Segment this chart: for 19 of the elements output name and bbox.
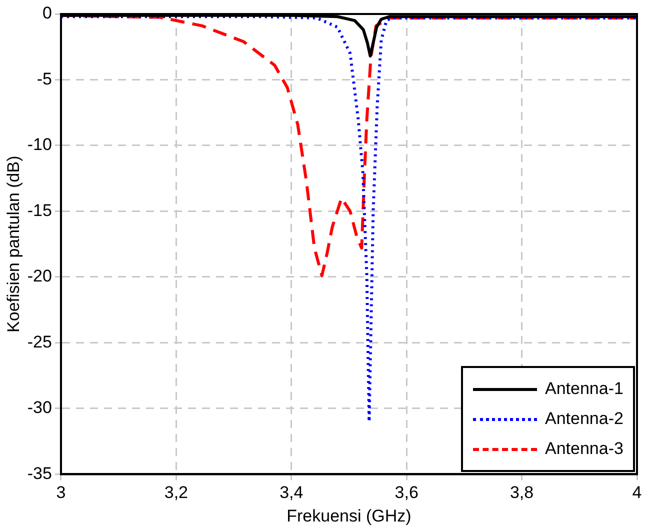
x-tick-label: 3 <box>56 483 66 502</box>
y-tick-label: -10 <box>27 135 52 154</box>
x-tick-label: 3,8 <box>510 483 534 502</box>
y-tick-label: -30 <box>27 398 52 418</box>
y-axis-title: Koefisien pantulan (dB) <box>4 156 23 332</box>
x-tick-label: 3,4 <box>280 483 304 502</box>
legend-label: Antenna-3 <box>545 439 624 460</box>
x-axis-title: Frekuensi (GHz) <box>286 506 412 526</box>
x-tick-label: 3,6 <box>394 483 418 502</box>
legend-label: Antenna-2 <box>545 409 624 430</box>
y-tick-label: -20 <box>27 266 52 286</box>
x-tick-label: 4 <box>632 483 642 502</box>
y-tick-label: 0 <box>42 4 52 23</box>
y-tick-label: -35 <box>27 464 52 483</box>
legend-label: Antenna-1 <box>545 379 624 400</box>
y-tick-label: -15 <box>27 200 52 220</box>
y-tick-label: -5 <box>36 69 52 88</box>
y-tick-label: -25 <box>27 332 52 352</box>
x-tick-label: 3,2 <box>164 483 188 502</box>
